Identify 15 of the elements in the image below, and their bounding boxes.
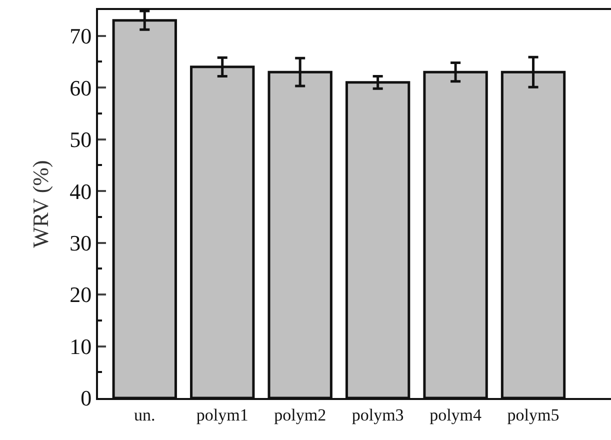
x-tick-label: polym3: [352, 405, 404, 424]
x-tick-label: un.: [134, 405, 156, 424]
y-tick-label: 20: [70, 282, 92, 308]
y-axis-title: WRV (%): [28, 160, 53, 248]
y-tick-label: 70: [70, 24, 92, 49]
y-tick-label: 0: [80, 386, 92, 411]
y-tick-label: 60: [70, 75, 92, 100]
y-tick-label: 30: [70, 230, 92, 256]
x-tick-label: polym1: [196, 405, 248, 424]
x-tick-label: polym2: [274, 405, 326, 424]
y-tick-label: 10: [70, 334, 92, 359]
y-tick-label: 50: [70, 127, 92, 152]
x-tick-label: polym4: [430, 405, 482, 424]
y-tick-label: 40: [70, 178, 92, 204]
x-tick-label: polym5: [507, 405, 560, 424]
